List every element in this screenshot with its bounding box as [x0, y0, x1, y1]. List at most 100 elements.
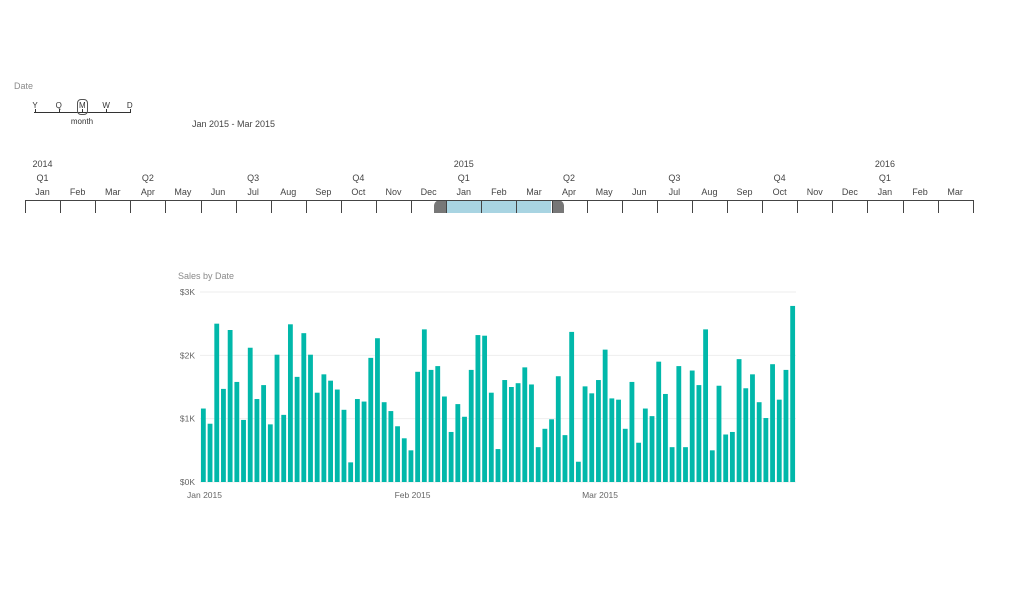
- bar[interactable]: [716, 385, 722, 482]
- bar[interactable]: [756, 402, 762, 482]
- bar[interactable]: [408, 450, 414, 482]
- bar[interactable]: [616, 399, 621, 482]
- bar[interactable]: [294, 376, 300, 482]
- bar[interactable]: [729, 431, 735, 482]
- bar[interactable]: [221, 388, 226, 482]
- bar[interactable]: [281, 414, 287, 482]
- bar[interactable]: [562, 435, 568, 482]
- bar[interactable]: [348, 462, 354, 482]
- bar[interactable]: [696, 385, 702, 482]
- bar[interactable]: [468, 369, 474, 482]
- bar[interactable]: [428, 369, 434, 482]
- bar[interactable]: [709, 450, 715, 482]
- bar[interactable]: [341, 409, 347, 482]
- bar[interactable]: [267, 424, 273, 482]
- bar[interactable]: [736, 359, 742, 482]
- bar[interactable]: [743, 388, 749, 482]
- bar[interactable]: [401, 438, 407, 482]
- bar[interactable]: [395, 426, 400, 482]
- bar[interactable]: [676, 366, 682, 482]
- bar[interactable]: [261, 385, 267, 482]
- bar[interactable]: [321, 374, 327, 482]
- bar[interactable]: [669, 447, 675, 482]
- bar[interactable]: [529, 384, 534, 482]
- bar[interactable]: [241, 419, 246, 482]
- bar[interactable]: [575, 461, 581, 482]
- bar[interactable]: [462, 416, 467, 482]
- bar[interactable]: [663, 393, 668, 482]
- bar[interactable]: [649, 416, 655, 482]
- bar[interactable]: [381, 402, 387, 482]
- bar[interactable]: [622, 428, 628, 482]
- bar[interactable]: [388, 411, 394, 482]
- bar[interactable]: [314, 392, 320, 482]
- bar[interactable]: [435, 366, 441, 482]
- timeline-handle-left[interactable]: [434, 200, 447, 213]
- timeline-handle-right[interactable]: [551, 200, 564, 213]
- bar[interactable]: [602, 349, 608, 482]
- bar[interactable]: [375, 338, 380, 482]
- bar[interactable]: [535, 447, 541, 482]
- bar[interactable]: [750, 374, 755, 482]
- bar[interactable]: [227, 330, 233, 482]
- bar[interactable]: [247, 347, 253, 482]
- bar[interactable]: [776, 399, 782, 482]
- bar[interactable]: [542, 428, 548, 482]
- bar[interactable]: [629, 381, 635, 482]
- bar[interactable]: [354, 399, 360, 482]
- bar[interactable]: [274, 354, 280, 482]
- bar[interactable]: [308, 354, 313, 482]
- bar[interactable]: [214, 323, 220, 482]
- granularity-option-y[interactable]: Y: [32, 101, 38, 110]
- bar[interactable]: [723, 434, 729, 483]
- bar[interactable]: [207, 423, 213, 482]
- bar[interactable]: [703, 329, 709, 482]
- bar[interactable]: [368, 357, 374, 482]
- bar[interactable]: [200, 408, 206, 482]
- bar[interactable]: [689, 370, 695, 482]
- granularity-option-w[interactable]: W: [102, 101, 110, 110]
- bar[interactable]: [683, 447, 688, 482]
- granularity-selector-handle[interactable]: [77, 99, 88, 115]
- bar[interactable]: [522, 367, 528, 482]
- bar[interactable]: [783, 369, 789, 482]
- bar[interactable]: [770, 364, 775, 482]
- bar[interactable]: [596, 380, 601, 482]
- bar[interactable]: [582, 386, 588, 482]
- bar[interactable]: [636, 442, 642, 482]
- bar[interactable]: [334, 389, 340, 482]
- bar[interactable]: [549, 419, 554, 482]
- bar[interactable]: [508, 387, 514, 482]
- bar[interactable]: [361, 401, 367, 482]
- granularity-option-d[interactable]: D: [126, 101, 133, 110]
- bar[interactable]: [421, 329, 427, 482]
- bar[interactable]: [475, 335, 481, 482]
- bar[interactable]: [328, 380, 333, 482]
- bar[interactable]: [656, 361, 662, 482]
- bar[interactable]: [415, 371, 421, 482]
- bar[interactable]: [287, 324, 293, 482]
- bar[interactable]: [642, 408, 648, 482]
- bar[interactable]: [609, 398, 615, 482]
- date-range-label: Jan 2015 - Mar 2015: [192, 119, 276, 129]
- bar[interactable]: [442, 396, 447, 483]
- bar[interactable]: [589, 393, 595, 482]
- bar[interactable]: [555, 376, 561, 482]
- bar[interactable]: [763, 418, 769, 482]
- bar[interactable]: [790, 305, 796, 482]
- timeline-selection[interactable]: [446, 200, 552, 213]
- bar[interactable]: [495, 449, 501, 482]
- bar[interactable]: [569, 331, 575, 482]
- bar[interactable]: [482, 335, 488, 482]
- bar[interactable]: [448, 431, 454, 482]
- bar[interactable]: [488, 392, 494, 482]
- granularity-option-m[interactable]: M: [79, 101, 86, 110]
- bar[interactable]: [455, 404, 461, 482]
- bar[interactable]: [502, 380, 508, 482]
- bar[interactable]: [301, 333, 307, 482]
- bar[interactable]: [234, 381, 240, 482]
- bar[interactable]: [515, 383, 521, 482]
- bar[interactable]: [254, 399, 260, 482]
- granularity-option-q[interactable]: Q: [55, 101, 62, 110]
- timeline-slicer[interactable]: Jan Feb Mar Apr May Jun Jul Aug Sep Oct Nov Dec Jan F…: [0, 0, 1012, 230]
